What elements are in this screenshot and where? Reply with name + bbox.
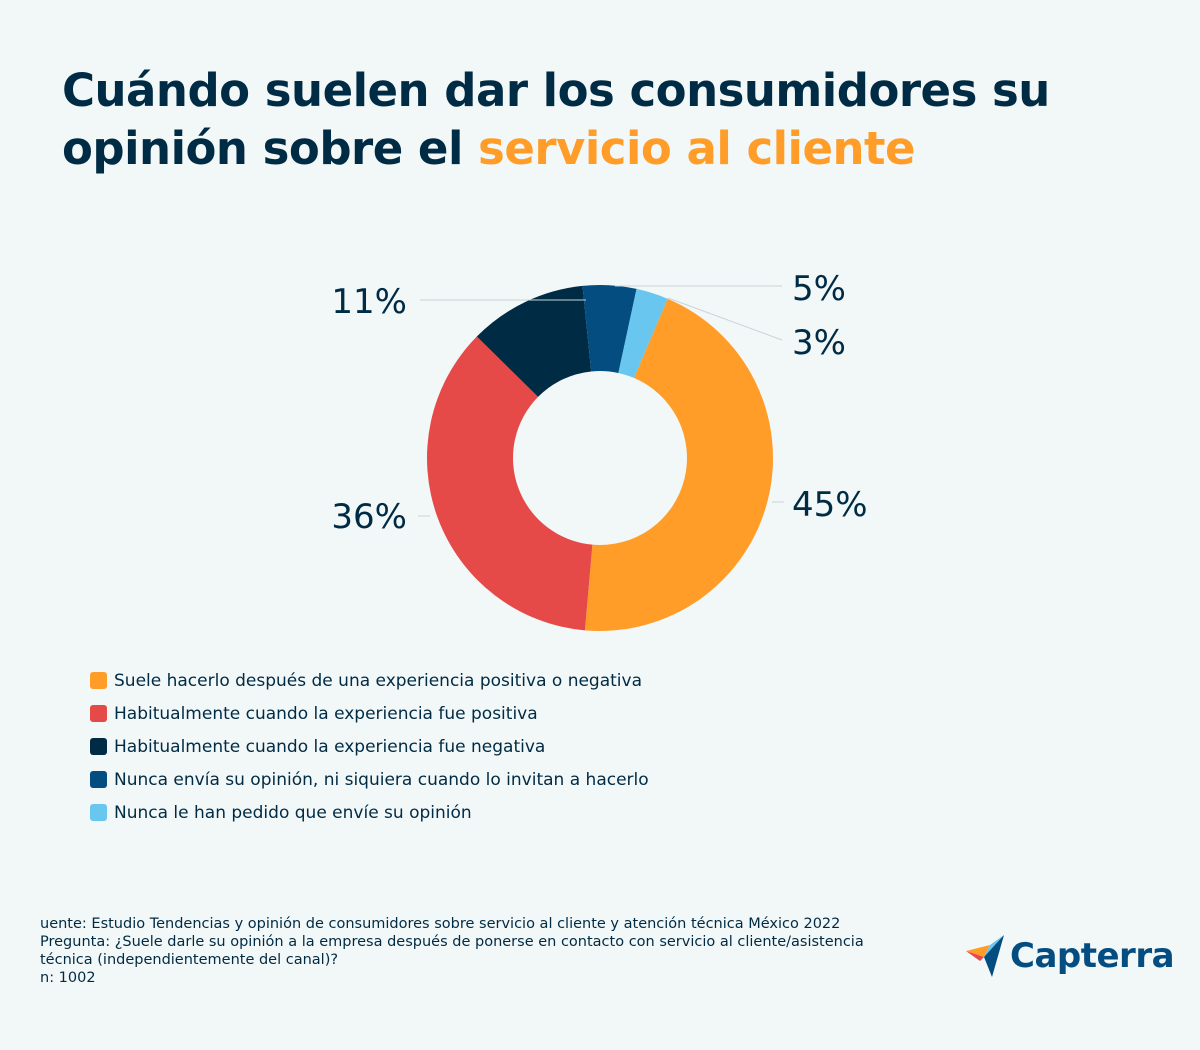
legend-swatch <box>90 804 107 821</box>
legend-item: Habitualmente cuando la experiencia fue … <box>90 697 649 730</box>
legend: Suele hacerlo después de una experiencia… <box>90 664 649 829</box>
donut-slice-3pct <box>618 288 668 378</box>
sample-size: n: 1002 <box>40 970 96 986</box>
data-label-45: 45% <box>792 485 868 525</box>
legend-item: Suele hacerlo después de una experiencia… <box>90 664 649 697</box>
legend-label: Nunca envía su opinión, ni siquiera cuan… <box>114 769 649 790</box>
capterra-logo: Capterra <box>966 935 1175 977</box>
donut-slice-5pct <box>582 285 637 373</box>
title-text: Cuándo suelen dar los consumidores su op… <box>62 64 1050 175</box>
source-note: uente: Estudio Tendencias y opinión de c… <box>40 916 841 932</box>
data-label-5: 5% <box>792 269 846 309</box>
legend-label: Suele hacerlo después de una experiencia… <box>114 670 643 691</box>
capterra-arrow-icon <box>966 935 1004 977</box>
legend-item: Habitualmente cuando la experiencia fue … <box>90 730 649 763</box>
footer-notes: uente: Estudio Tendencias y opinión de c… <box>40 915 920 987</box>
title-highlight: servicio al cliente <box>478 122 916 175</box>
chart-title: Cuándo suelen dar los consumidores su op… <box>62 62 1200 178</box>
leader-line-3 <box>667 297 783 341</box>
logo-text: Capterra <box>1010 936 1175 976</box>
legend-item: Nunca envía su opinión, ni siquiera cuan… <box>90 763 649 796</box>
data-label-36: 36% <box>331 497 407 537</box>
legend-label: Habitualmente cuando la experiencia fue … <box>114 736 546 757</box>
legend-label: Nunca le han pedido que envíe su opinión <box>114 802 472 823</box>
legend-swatch <box>90 672 107 689</box>
question-note: Pregunta: ¿Suele darle su opinión a la e… <box>40 934 864 968</box>
donut-slice-11pct <box>476 285 592 397</box>
data-label-11: 11% <box>331 282 407 322</box>
legend-swatch <box>90 705 107 722</box>
legend-item: Nunca le han pedido que envíe su opinión <box>90 796 649 829</box>
data-label-3: 3% <box>792 323 846 363</box>
donut-slice-45pct <box>584 298 773 631</box>
legend-swatch <box>90 738 107 755</box>
legend-label: Habitualmente cuando la experiencia fue … <box>114 703 538 724</box>
legend-swatch <box>90 771 107 788</box>
donut-slice-36pct <box>427 336 593 631</box>
